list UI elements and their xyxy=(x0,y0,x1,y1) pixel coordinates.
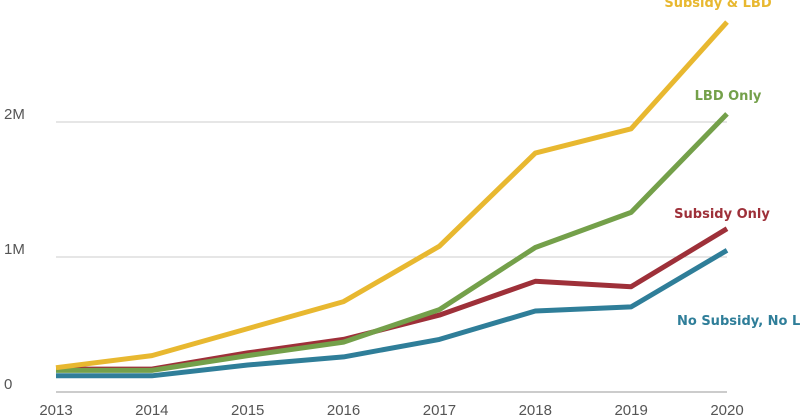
series-line-lbd-only xyxy=(56,112,729,373)
series-label: LBD Only xyxy=(695,89,762,104)
series-label: Subsidy & LBD xyxy=(664,0,771,11)
x-tick-label: 2017 xyxy=(423,402,456,419)
series-line-no-subsidy-no-lbd xyxy=(56,248,729,379)
x-tick-label: 2016 xyxy=(327,402,360,419)
y-tick-label: 0 xyxy=(4,376,12,393)
y-tick-label: 2M xyxy=(4,106,25,123)
x-tick-label: 2019 xyxy=(614,402,647,419)
x-tick-label: 2015 xyxy=(231,402,264,419)
gridlines xyxy=(56,121,727,393)
series-label: No Subsidy, No LBD xyxy=(677,314,800,329)
series-lines xyxy=(55,20,729,379)
x-tick-label: 2014 xyxy=(135,402,168,419)
x-tick-label: 2020 xyxy=(710,402,743,419)
x-axis-ticks: 2013 2014 2015 2016 2017 2018 2019 2020 xyxy=(39,402,743,419)
x-tick-label: 2013 xyxy=(39,402,72,419)
x-tick-label: 2018 xyxy=(519,402,552,419)
y-tick-label: 1M xyxy=(4,241,25,258)
series-label: Subsidy Only xyxy=(674,207,770,222)
series-line-subsidy-lbd xyxy=(55,20,729,371)
y-axis-ticks: 0 1M 2M xyxy=(4,106,25,393)
series-labels: Subsidy & LBD LBD Only Subsidy Only No Subs… xyxy=(664,0,800,329)
